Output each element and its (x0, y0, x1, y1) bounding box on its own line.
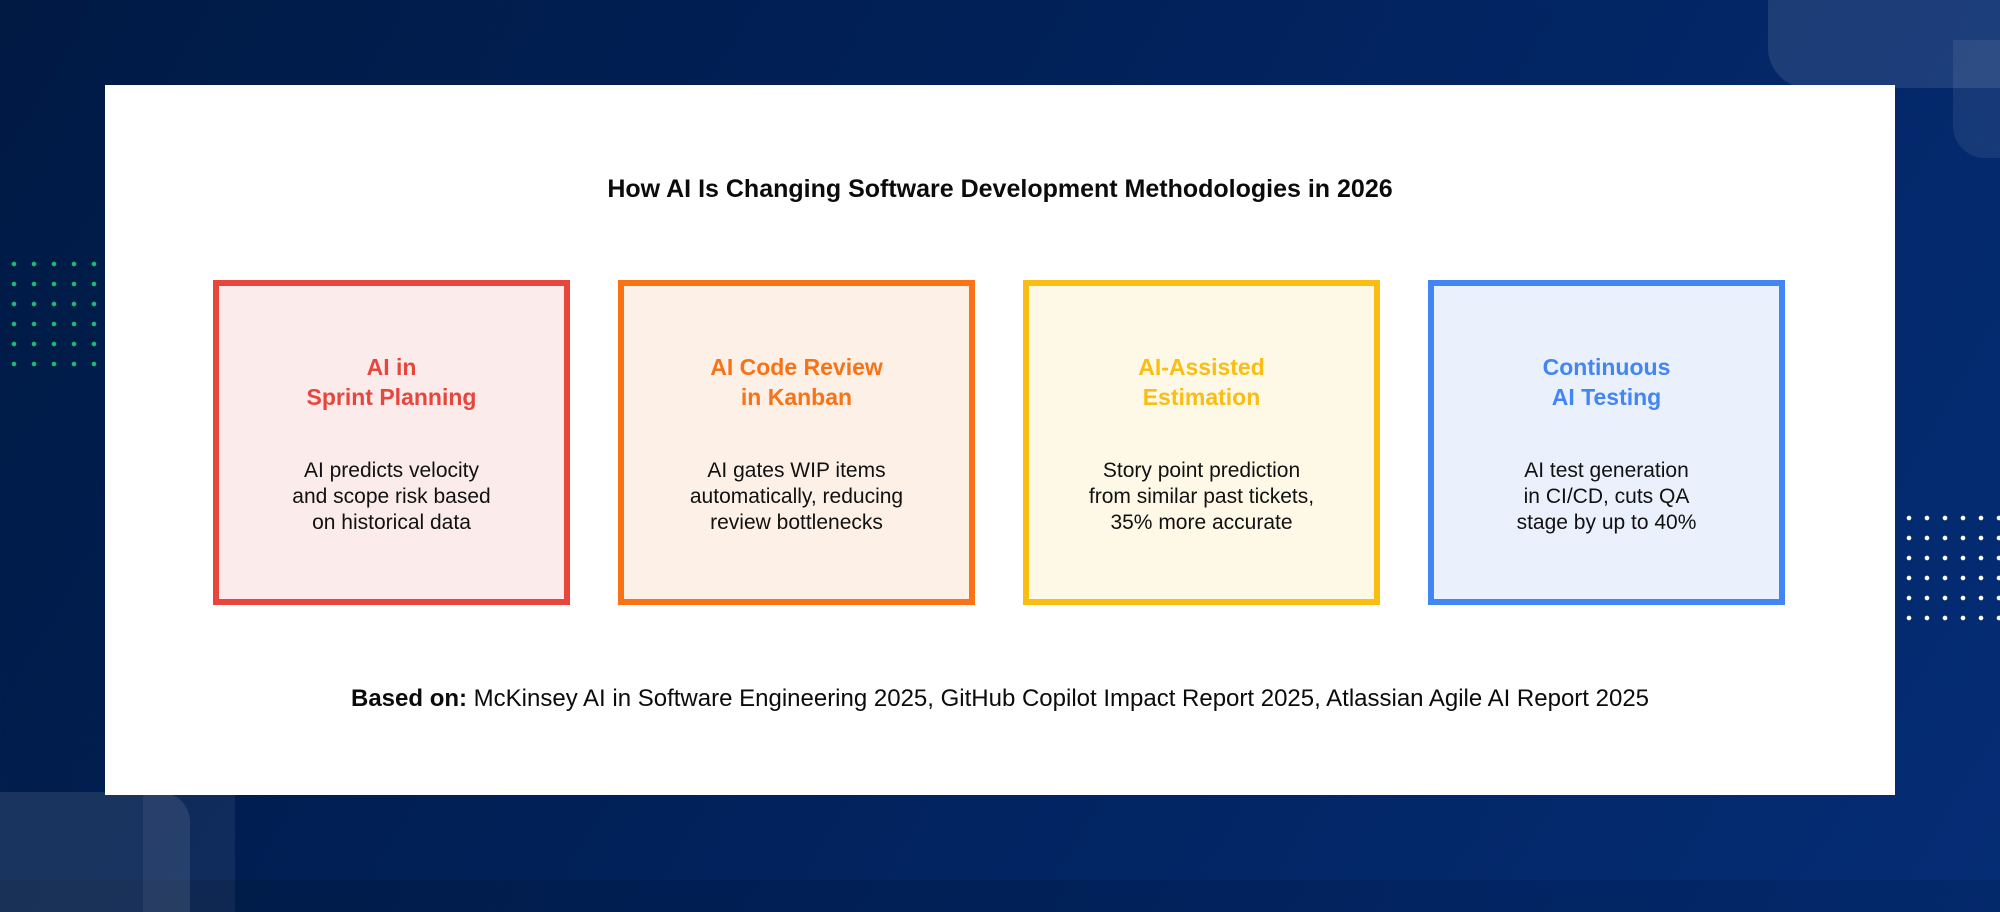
source-citation: Based on: McKinsey AI in Software Engine… (105, 685, 1895, 713)
source-text: McKinsey AI in Software Engineering 2025… (467, 685, 1650, 712)
source-label: Based on: (350, 685, 467, 712)
card-title: AI Code Review in Kanban (710, 354, 883, 410)
card-description: AI gates WIP items automatically, reduci… (689, 459, 904, 534)
decorative-shape-top-right-small (1953, 40, 2000, 158)
card-estimation: AI-Assisted Estimation Story point predi… (1023, 280, 1380, 605)
card-title: AI in Sprint Planning (306, 354, 477, 410)
decorative-dot-grid-right (1900, 508, 2000, 628)
card-title: Continuous AI Testing (1542, 354, 1671, 410)
card-description: AI predicts velocity and scope risk base… (292, 459, 491, 534)
diagram-title: How AI Is Changing Software Development … (607, 175, 1393, 203)
card-description: Story point prediction from similar past… (1088, 459, 1315, 534)
card-description: AI test generation in CI/CD, cuts QA sta… (1516, 459, 1697, 534)
decorative-shape-bottom-left-small (143, 792, 235, 912)
decorative-dot-grid-left (4, 254, 102, 372)
card-ai-testing: Continuous AI Testing AI test generation… (1428, 280, 1785, 605)
card-title: AI-Assisted Estimation (1138, 354, 1265, 410)
decorative-shape-top-right (1768, 0, 2000, 88)
card-sprint-planning: AI in Sprint Planning AI predicts veloci… (213, 280, 570, 605)
card-code-review: AI Code Review in Kanban AI gates WIP it… (618, 280, 975, 605)
content-panel: How AI Is Changing Software Development … (105, 85, 1895, 795)
